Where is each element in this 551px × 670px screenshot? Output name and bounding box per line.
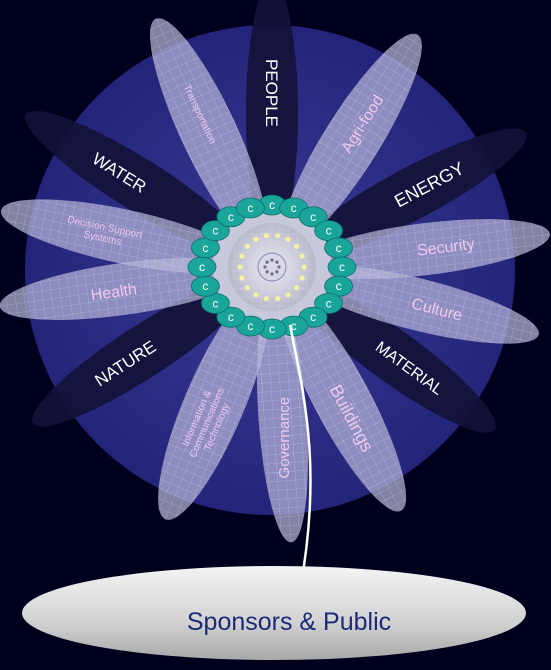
ring-node-label: c	[212, 296, 218, 310]
hub-dot	[239, 253, 245, 259]
hub-dot	[263, 232, 269, 239]
ring-node-label: c	[291, 201, 297, 215]
ring-node-label: c	[336, 241, 342, 255]
hub-dot-ring	[237, 232, 307, 302]
petal-culture	[296, 264, 539, 344]
hub-dot	[299, 253, 305, 259]
hub-dot	[239, 275, 245, 281]
hub-dot	[285, 292, 291, 298]
ring-node-label: c	[310, 310, 316, 324]
petal-water	[25, 110, 248, 256]
hub-inner-dot	[265, 270, 269, 274]
hub-inner-dot	[265, 260, 269, 264]
ring-node-label: c	[269, 322, 275, 336]
center-hub	[211, 206, 333, 328]
petal-buildings	[278, 289, 407, 512]
hub-dot	[301, 264, 307, 270]
hub-dot	[293, 243, 300, 249]
ring-node: c	[324, 237, 354, 259]
hub-dot	[253, 292, 259, 298]
hub-dot	[299, 275, 305, 281]
petal-label-governance: Governance	[276, 397, 293, 479]
ring-node-label: c	[269, 198, 275, 212]
hub-inner-dot	[275, 260, 279, 264]
ring-node: c	[235, 197, 265, 219]
hub-dot	[253, 236, 259, 242]
petal-agri-food	[281, 33, 422, 248]
ring-node-label: c	[199, 260, 205, 274]
ring-node: c	[216, 306, 246, 328]
ring-node-label: c	[291, 319, 297, 333]
petal-shapes	[0, 0, 550, 543]
hub-inner-dot	[275, 270, 279, 274]
petal-nature	[32, 278, 252, 427]
petal-dss	[0, 199, 246, 274]
ring-node: c	[314, 292, 344, 314]
hub-dot	[275, 232, 281, 239]
petal-energy	[296, 128, 527, 260]
ring-node-label: c	[326, 224, 332, 238]
ring-node: c	[327, 256, 357, 278]
ring-node-label: c	[247, 201, 253, 215]
petal-label-health: Health	[90, 281, 138, 304]
petal-ict	[158, 288, 271, 520]
ring-node-label: c	[326, 296, 332, 310]
ring-node-label: c	[339, 260, 345, 274]
petal-material	[291, 279, 496, 433]
hub-inner-dot	[270, 258, 274, 262]
hub-dot	[244, 285, 251, 291]
base-label: Sponsors & Public	[187, 608, 391, 636]
ring-node-label: c	[247, 319, 253, 333]
ring-node-label: c	[212, 224, 218, 238]
ring-node-label: c	[228, 210, 234, 224]
hub-dot	[275, 295, 281, 302]
hub-inner-dot	[270, 272, 274, 276]
ring-node: c	[187, 256, 217, 278]
hub-dot	[237, 264, 243, 270]
ring-node: c	[200, 220, 230, 242]
petal-security	[301, 219, 550, 280]
hub-inner-dot	[263, 265, 267, 269]
hub-inner-dot	[277, 265, 281, 269]
ring-node-label: c	[228, 310, 234, 324]
ring-node-label: c	[310, 210, 316, 224]
petal-label-security: Security	[416, 236, 475, 260]
petal-label-people: PEOPLE	[262, 59, 281, 127]
ring-node-label: c	[202, 241, 208, 255]
petal-health	[0, 257, 248, 320]
stem-line	[288, 324, 312, 591]
hub-dot	[263, 295, 269, 302]
ring-node-label: c	[202, 279, 208, 293]
petal-transportation	[149, 18, 268, 247]
base-ellipse	[22, 566, 526, 660]
hub-dot	[285, 236, 291, 242]
hub-inner-dots	[263, 258, 281, 276]
petal-people	[246, 0, 298, 243]
ring-node-label: c	[336, 279, 342, 293]
hub-dot	[244, 243, 251, 249]
hub-dot	[293, 285, 300, 291]
ring-node: c	[298, 206, 328, 228]
ring-node: c	[190, 275, 220, 297]
